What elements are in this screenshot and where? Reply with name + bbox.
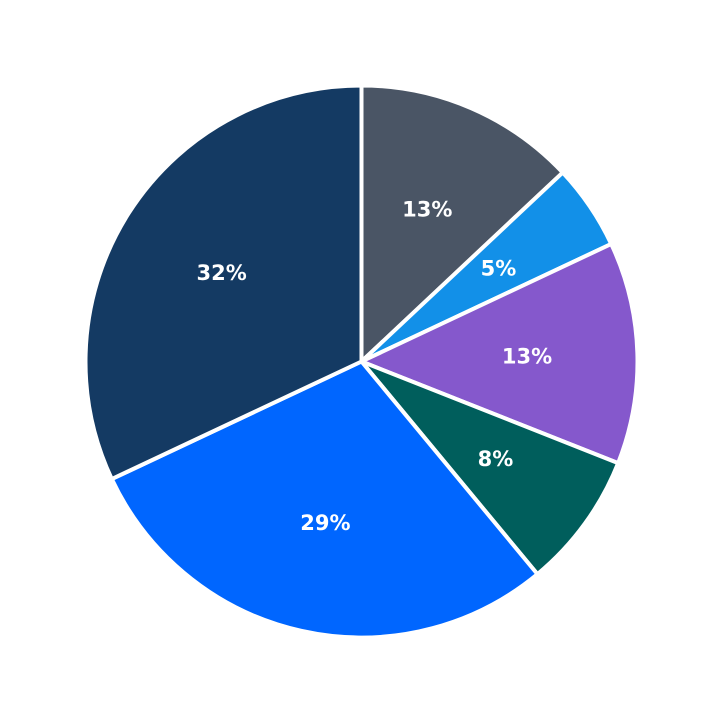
pie-slices bbox=[83, 83, 640, 640]
pie-slice-label-2: 13% bbox=[502, 344, 552, 368]
pie-slice-2 bbox=[356, 241, 640, 466]
pie-slice-label-4: 29% bbox=[300, 511, 350, 535]
pie-slice-label-0: 13% bbox=[402, 198, 452, 222]
pie-slice-label-1: 5% bbox=[481, 256, 517, 280]
pie-slice-label-3: 8% bbox=[478, 447, 514, 471]
pie-slice-5 bbox=[83, 83, 364, 482]
pie-slice-label-5: 32% bbox=[197, 261, 247, 285]
pie-labels: 13% 5% 13% 8% 29% 32% bbox=[197, 198, 553, 536]
pie-slice-3 bbox=[359, 359, 621, 577]
pie-slice-0 bbox=[359, 83, 566, 367]
